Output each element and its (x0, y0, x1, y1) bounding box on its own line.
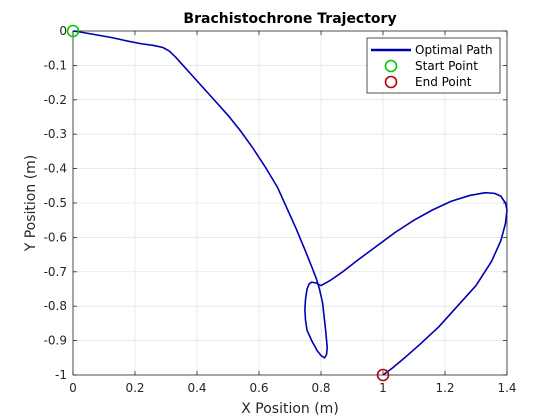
x-tick-label: 1.2 (435, 381, 454, 395)
y-tick-label: -0.4 (44, 162, 67, 176)
legend-optimal-path-label: Optimal Path (415, 43, 493, 57)
x-tick-label: 0.4 (187, 381, 206, 395)
x-tick-label: 0.2 (125, 381, 144, 395)
legend: Optimal Path Start Point End Point (366, 37, 501, 94)
series-optimal-path-line (72, 30, 508, 376)
legend-box (366, 37, 501, 94)
x-tick-label: 0 (69, 381, 77, 395)
y-tick-label: -0.6 (44, 230, 67, 244)
y-tick-label: -0.7 (44, 265, 67, 279)
y-tick-label: -0.2 (44, 93, 67, 107)
x-tick-label: 1 (379, 381, 387, 395)
legend-end-point-swatch (384, 75, 398, 89)
y-tick-label: -0.1 (44, 58, 67, 72)
legend-start-point-label: Start Point (415, 59, 478, 73)
x-tick-label: 1.4 (497, 381, 516, 395)
end-point-marker (376, 368, 390, 382)
y-tick-label: 0 (59, 24, 67, 38)
y-tick-label: -0.5 (44, 196, 67, 210)
chart-title: Brachistochrone Trajectory (183, 11, 396, 27)
legend-end-point-label: End Point (415, 75, 472, 89)
x-tick-label: 0.6 (249, 381, 268, 395)
series-layer (66, 24, 508, 382)
y-tick-label: -0.8 (44, 299, 67, 313)
x-axis-label: X Position (m) (241, 401, 339, 417)
y-tick-label: -0.9 (44, 334, 67, 348)
y-axis-label: Y Position (m) (23, 155, 39, 253)
y-axis-ticks: 0 -0.1 -0.2 -0.3 -0.4 -0.5 -0.6 -0.7 -0.8 -0.9 -1 (44, 24, 507, 382)
x-tick-label: 0.8 (311, 381, 330, 395)
x-axis-ticks: 0 0.2 0.4 0.6 0.8 1 1.2 1.4 (69, 31, 517, 395)
legend-start-point-swatch (384, 59, 398, 73)
y-tick-label: -1 (55, 368, 67, 382)
y-tick-label: -0.3 (44, 127, 67, 141)
start-point-marker (66, 24, 80, 38)
